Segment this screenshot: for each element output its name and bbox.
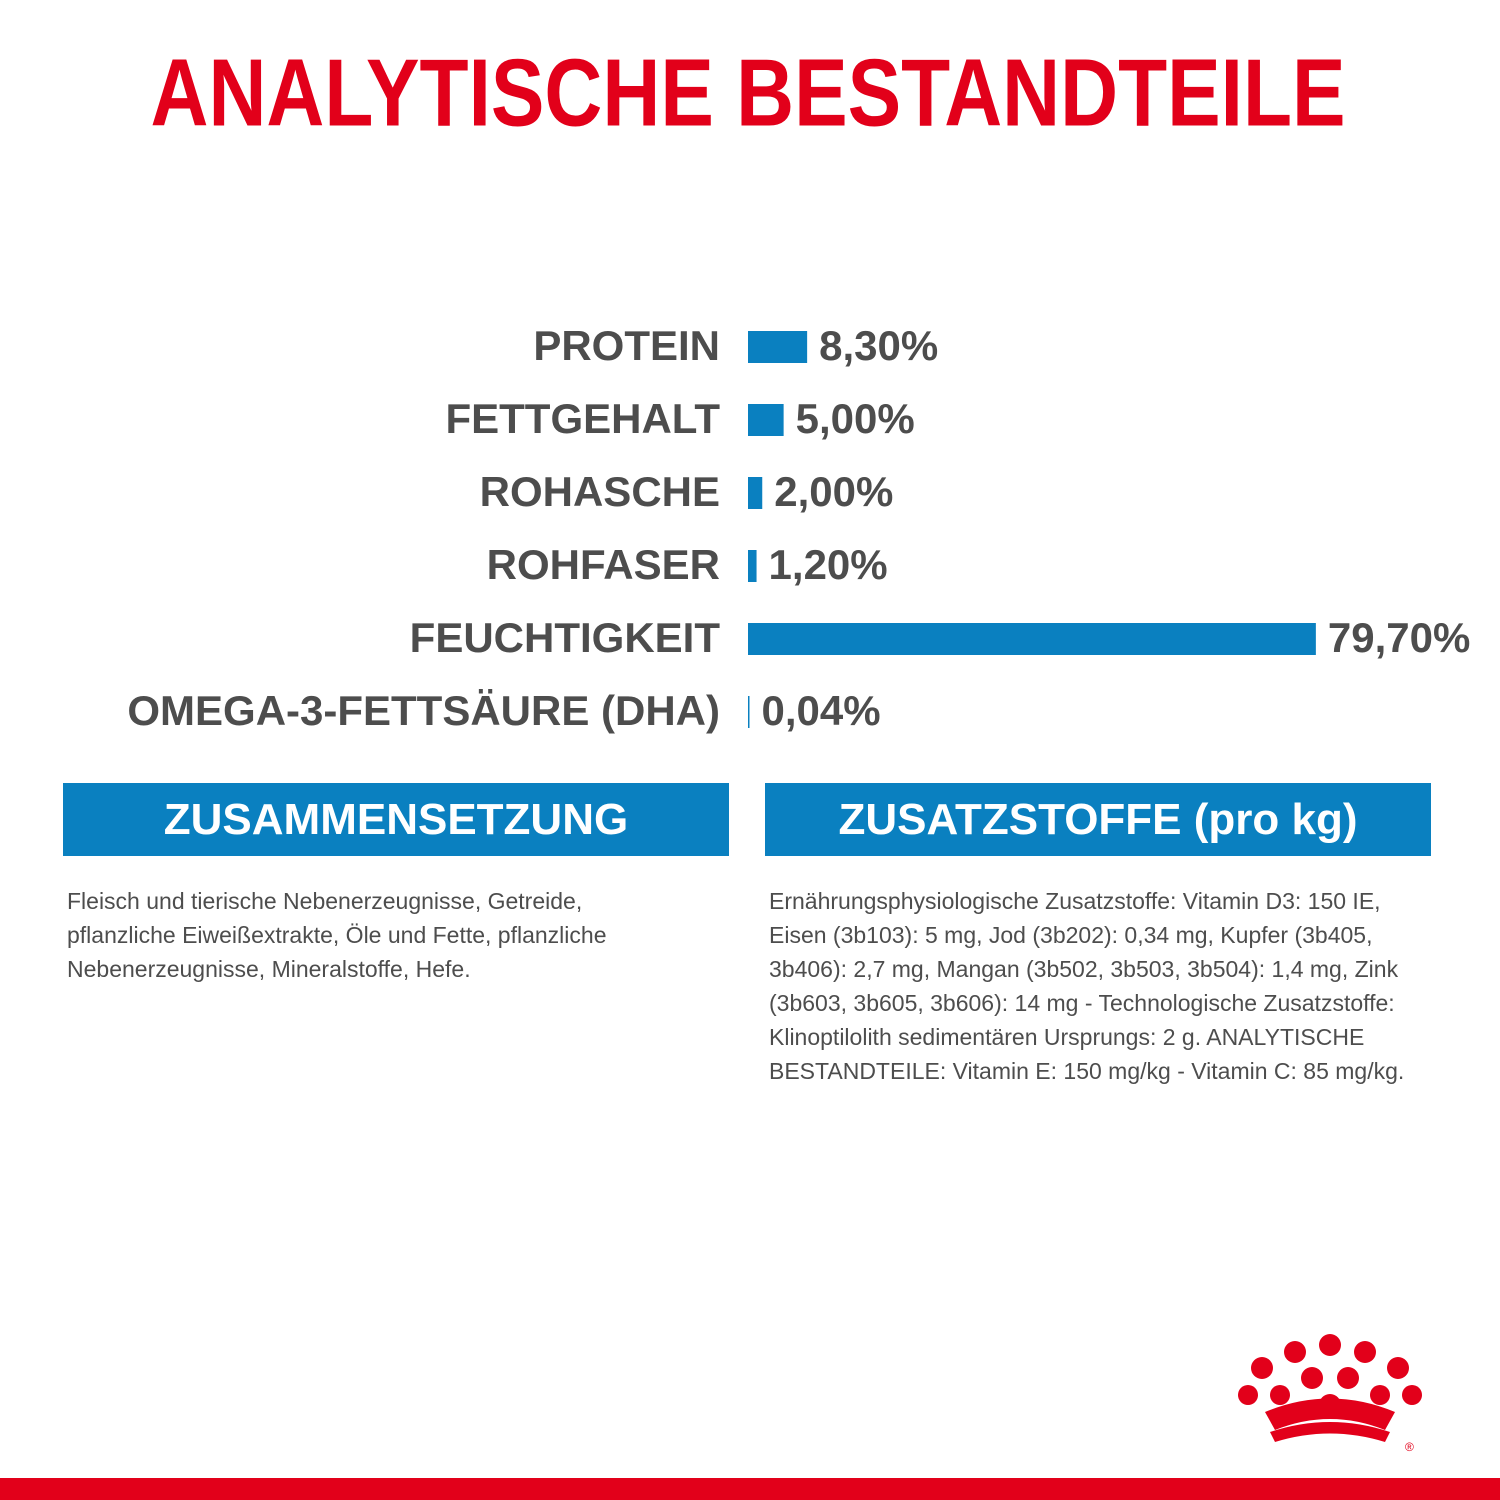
section-heading: ZUSAMMENSETZUNG bbox=[63, 783, 729, 856]
category-label: OMEGA-3-FETTSÄURE (DHA) bbox=[127, 687, 720, 734]
section-heading: ZUSATZSTOFFE (pro kg) bbox=[765, 783, 1431, 856]
bar bbox=[748, 404, 784, 436]
value-label: 0,04% bbox=[762, 687, 881, 734]
bar bbox=[748, 696, 750, 728]
value-label: 79,70% bbox=[1328, 614, 1470, 661]
logo-mark: ® bbox=[1405, 1440, 1414, 1454]
bar bbox=[748, 331, 808, 363]
section-text: Ernährungsphysiologische Zusatzstoffe: V… bbox=[769, 888, 1405, 1084]
chart-title: ANALYTISCHE BESTANDTEILE bbox=[151, 39, 1346, 146]
category-label: ROHFASER bbox=[487, 541, 720, 588]
category-label: ROHASCHE bbox=[480, 468, 720, 515]
value-label: 5,00% bbox=[796, 395, 915, 442]
category-label: FETTGEHALT bbox=[445, 395, 720, 442]
bar bbox=[748, 550, 757, 582]
value-label: 1,20% bbox=[769, 541, 888, 588]
category-label: PROTEIN bbox=[533, 322, 720, 369]
value-label: 2,00% bbox=[774, 468, 893, 515]
value-label: 8,30% bbox=[819, 322, 938, 369]
category-label: FEUCHTIGKEIT bbox=[410, 614, 721, 661]
footer-bar bbox=[0, 1478, 1500, 1500]
logo bbox=[1238, 1334, 1422, 1442]
bar bbox=[748, 477, 763, 509]
section-text: Fleisch und tierische Nebenerzeugnisse, … bbox=[67, 888, 607, 982]
bar bbox=[748, 623, 1316, 655]
